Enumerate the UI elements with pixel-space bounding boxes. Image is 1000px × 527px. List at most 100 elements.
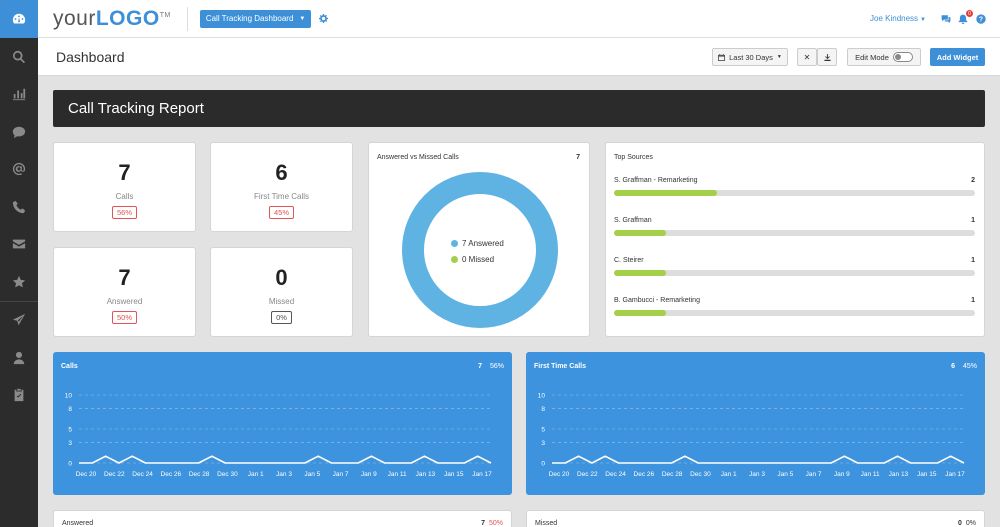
x-tick-label: Dec 30 — [217, 471, 238, 478]
stat-label: Missed — [268, 297, 295, 306]
download-icon — [823, 53, 831, 61]
calendar-icon — [718, 53, 726, 61]
source-row: S. Graffman 1 — [614, 217, 975, 236]
x-tick-label: Jan 5 — [304, 471, 320, 478]
x-tick-label: Dec 28 — [662, 471, 683, 478]
stat-percent-badge: 50% — [111, 311, 137, 324]
card-title: Top Sources — [614, 154, 653, 161]
chart-summary: 7 56% — [478, 363, 504, 370]
x-tick-label: Jan 3 — [276, 471, 292, 478]
bell-icon[interactable] — [958, 14, 968, 24]
chart-percent: 50% — [488, 520, 503, 527]
download-button[interactable] — [817, 48, 837, 66]
legend-missed-label: 0 Missed — [462, 254, 495, 264]
calls-line-chart: 10 8 5 3 0 Dec 20 Dec 22 Dec 24 Dec 26 Dec 28 Dec … — [65, 393, 492, 479]
dashboard-icon[interactable] — [0, 0, 38, 38]
legend-missed: 0 Missed — [451, 251, 504, 267]
x-tick-label: Jan 11 — [861, 471, 880, 478]
chart-percent: 56% — [489, 363, 504, 370]
chart-total: 7 — [478, 363, 482, 370]
add-widget-button[interactable]: Add Widget — [930, 48, 985, 66]
chart-total: 0 — [957, 520, 962, 527]
stat-card-calls: 7 Calls 56% — [53, 142, 196, 232]
y-tick-label: 0 — [68, 461, 72, 468]
source-bar-fill — [614, 230, 666, 236]
chart-title: First Time Calls — [534, 363, 587, 370]
clipboard-icon[interactable] — [0, 377, 38, 415]
x-tick-label: Jan 1 — [248, 471, 264, 478]
y-tick-label: 3 — [541, 440, 545, 447]
toggle-switch[interactable] — [892, 52, 913, 62]
search-icon[interactable] — [0, 38, 38, 76]
stat-label: First Time Calls — [253, 192, 310, 201]
chart-title: Missed — [535, 520, 558, 527]
x-tick-label: Dec 26 — [634, 471, 655, 478]
stat-value: 7 — [118, 265, 131, 290]
stat-label: Calls — [115, 192, 134, 201]
source-bar-fill — [614, 190, 718, 196]
donut-chart — [402, 172, 558, 328]
x-tick-label: Jan 3 — [749, 471, 765, 478]
y-tick-label: 10 — [538, 393, 546, 400]
help-icon[interactable]: ? — [976, 14, 986, 24]
x-tick-label: Jan 7 — [333, 471, 349, 478]
mail-icon[interactable] — [0, 226, 38, 264]
x-tick-label: Jan 7 — [806, 471, 822, 478]
y-tick-label: 8 — [541, 406, 545, 413]
logo-text-light: your — [53, 6, 96, 30]
messages-icon[interactable] — [941, 14, 951, 24]
source-name: B. Gambucci - Remarketing — [614, 297, 700, 304]
top-sources-card: Top Sources S. Graffman - Remarketing 2 S.… — [605, 142, 985, 337]
header-divider — [186, 6, 188, 31]
source-value: 2 — [971, 177, 975, 184]
source-name: C. Steirer — [614, 257, 644, 264]
card-title: Answered vs Missed Calls — [377, 154, 459, 161]
clear-button[interactable]: ✕ — [797, 48, 817, 66]
at-icon[interactable] — [0, 151, 38, 189]
x-tick-label: Dec 26 — [161, 471, 182, 478]
svg-text:?: ? — [979, 17, 983, 24]
x-tick-label: Dec 30 — [690, 471, 711, 478]
stat-value: 0 — [275, 265, 288, 290]
bar-chart-icon[interactable] — [0, 76, 38, 114]
caret-down-icon: ▼ — [920, 17, 926, 23]
stat-label: Answered — [106, 297, 143, 306]
x-tick-label: Jan 11 — [388, 471, 407, 478]
donut-legend: 7 Answered 0 Missed — [451, 235, 504, 267]
gear-icon[interactable] — [319, 14, 329, 23]
user-name: Joe Kindness — [870, 14, 919, 23]
logo-text-bold: LOGO — [95, 6, 160, 30]
source-bar-fill — [614, 310, 666, 316]
star-icon[interactable] — [0, 263, 38, 301]
user-icon[interactable] — [0, 339, 38, 377]
x-tick-label: Jan 17 — [945, 471, 965, 478]
x-tick-label: Dec 20 — [76, 471, 97, 478]
y-tick-label: 0 — [541, 461, 545, 468]
card-total: 7 — [576, 154, 580, 161]
chat-icon[interactable] — [0, 113, 38, 151]
answered-chart-card: Answered 7 50% — [53, 510, 512, 527]
calls-chart-card: Calls 7 56% 10 8 5 3 0 Dec 20 Dec 22 Dec 24 Dec 2… — [53, 352, 512, 495]
user-menu[interactable]: Joe Kindness ▼ — [870, 14, 926, 23]
page-header: Dashboard Last 30 Days ▼ ✕ Edit Mode Add… — [38, 38, 1000, 76]
x-tick-label: Dec 24 — [605, 471, 626, 478]
dashboard-select[interactable]: Call Tracking Dashboard ▼ — [199, 9, 312, 28]
page-title: Dashboard — [56, 49, 125, 65]
source-value: 1 — [971, 217, 975, 224]
report-title: Call Tracking Report — [53, 90, 985, 127]
edit-mode-toggle[interactable]: Edit Mode — [847, 48, 921, 66]
answered-vs-missed-card: Answered vs Missed Calls 7 7 Answered 0 … — [368, 142, 590, 337]
stat-percent-badge: 0% — [271, 311, 292, 324]
x-tick-label: Dec 24 — [132, 471, 153, 478]
y-tick-label: 8 — [68, 406, 72, 413]
send-icon[interactable] — [0, 302, 38, 340]
edit-mode-label: Edit Mode — [855, 52, 889, 62]
date-range-button[interactable]: Last 30 Days ▼ — [712, 48, 788, 66]
x-tick-label: Jan 9 — [834, 471, 850, 478]
x-tick-label: Jan 13 — [889, 471, 909, 478]
source-bar — [614, 190, 975, 196]
x-tick-label: Jan 15 — [444, 471, 464, 478]
phone-icon[interactable] — [0, 188, 38, 226]
logo-trademark: TM — [159, 11, 171, 19]
logo[interactable]: yourLOGOTM — [53, 7, 171, 31]
